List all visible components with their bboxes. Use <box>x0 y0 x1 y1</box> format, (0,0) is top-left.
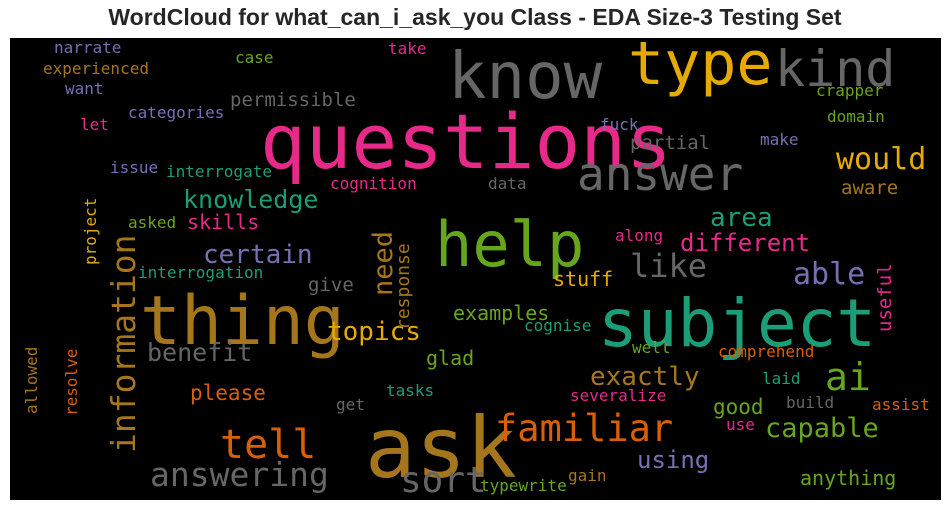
word-glad: glad <box>426 346 475 370</box>
wordcloud-panel: questions ask thing subject know type help kind… <box>10 38 941 500</box>
word-use: use <box>726 415 755 434</box>
word-answer: answer <box>577 147 744 201</box>
word-experienced: experienced <box>43 59 149 78</box>
word-issue: issue <box>110 158 159 177</box>
word-would: would <box>836 142 927 177</box>
word-examples: examples <box>453 301 550 325</box>
word-cognition: cognition <box>330 174 417 193</box>
word-area: area <box>710 203 773 233</box>
word-answering: answering <box>150 455 329 494</box>
word-partial: partial <box>630 132 711 154</box>
word-different: different <box>680 229 811 257</box>
word-well: well <box>632 338 671 357</box>
word-make: make <box>760 130 799 149</box>
word-useful: useful <box>874 263 896 332</box>
word-permissible: permissible <box>230 89 356 111</box>
word-comprehend: comprehend <box>718 342 815 361</box>
word-using: using <box>637 446 710 474</box>
word-laid: laid <box>762 369 801 388</box>
word-let: let <box>80 115 109 134</box>
word-benefit: benefit <box>147 338 253 367</box>
word-help: help <box>435 208 585 281</box>
word-topics: topics <box>327 317 421 347</box>
word-information: information <box>104 234 143 453</box>
word-want: want <box>65 79 104 98</box>
word-data: data <box>488 174 527 193</box>
word-questions: questions <box>260 97 672 186</box>
word-along: along <box>615 226 664 245</box>
word-capable: capable <box>765 413 879 444</box>
word-thing: thing <box>140 282 345 361</box>
word-gain: gain <box>568 466 607 485</box>
word-aware: aware <box>841 177 899 199</box>
word-good: good <box>713 395 764 419</box>
word-familiar: familiar <box>495 407 674 450</box>
word-skills: skills <box>187 210 260 234</box>
word-domain: domain <box>827 107 885 126</box>
word-sort: sort <box>400 460 487 500</box>
word-anything: anything <box>800 466 897 490</box>
word-tasks: tasks <box>386 381 435 400</box>
word-exactly: exactly <box>590 362 700 392</box>
word-resolve: resolve <box>62 348 81 416</box>
word-kind: kind <box>775 40 896 98</box>
word-like: like <box>630 247 708 285</box>
word-crapper: crapper <box>816 81 884 100</box>
word-interrogation: interrogation <box>138 263 264 282</box>
word-knowledge: knowledge <box>183 185 319 214</box>
word-categories: categories <box>128 103 225 122</box>
word-typewrite: typewrite <box>480 476 567 495</box>
word-certain: certain <box>203 240 313 270</box>
word-interrogate: interrogate <box>166 162 272 181</box>
word-asked: asked <box>128 213 177 232</box>
word-please: please <box>190 381 266 405</box>
word-ai: ai <box>825 355 871 399</box>
word-subject: subject <box>598 285 877 362</box>
chart-title: WordCloud for what_can_i_ask_you Class -… <box>108 4 842 30</box>
word-get: get <box>336 395 365 414</box>
word-know: know <box>448 40 603 114</box>
word-assist: assist <box>872 395 930 414</box>
word-severalize: severalize <box>570 386 667 405</box>
word-fuck: fuck <box>600 115 639 134</box>
word-narrate: narrate <box>54 38 122 57</box>
word-tell: tell <box>220 422 317 468</box>
word-able: able <box>793 257 866 292</box>
word-take: take <box>388 39 427 58</box>
word-stuff: stuff <box>553 267 614 291</box>
word-cognise: cognise <box>524 316 592 335</box>
word-type: type <box>628 38 773 99</box>
word-ask: ask <box>365 399 517 497</box>
word-case: case <box>235 48 274 67</box>
word-response: response <box>393 243 414 330</box>
word-give: give <box>308 274 354 296</box>
word-build: build <box>786 393 835 412</box>
word-project: project <box>81 197 100 265</box>
word-allowed: allowed <box>22 346 41 414</box>
